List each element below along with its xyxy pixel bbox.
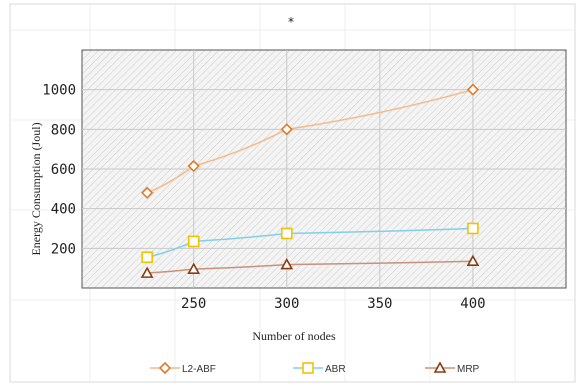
data-point-abr — [280, 227, 293, 240]
x-axis-ticks: 250 300 350 400 — [181, 296, 486, 312]
legend: L2-ABF ABR MRP — [150, 361, 480, 375]
grid-lines — [82, 50, 566, 288]
y-tick-label: 400 — [51, 202, 76, 218]
y-tick-label: 1000 — [42, 83, 76, 99]
data-point-l2-abf — [187, 159, 200, 173]
series-group — [140, 83, 480, 278]
data-point-mrp — [187, 262, 201, 274]
y-axis-ticks: 200 400 600 800 1000 — [42, 83, 76, 258]
y-tick-label: 600 — [51, 162, 76, 178]
series-mrp — [140, 254, 480, 278]
legend-label-mrp: MRP — [457, 364, 480, 375]
legend-label-abr: ABR — [325, 364, 346, 375]
legend-item-l2-abf: L2-ABF — [150, 361, 216, 375]
data-point-l2-abf — [280, 123, 293, 136]
y-tick-label: 200 — [51, 241, 76, 257]
y-axis-label: Energy Consumption (Joul) — [29, 122, 43, 255]
series-l2-abf — [141, 83, 480, 199]
legend-item-mrp: MRP — [425, 361, 480, 375]
legend-marker-l2-abf — [158, 361, 172, 375]
series-line-mrp — [147, 260, 473, 274]
data-point-abr — [467, 222, 479, 235]
x-tick-label: 300 — [274, 296, 299, 312]
series-line-l2-abf — [146, 88, 474, 194]
data-point-mrp — [140, 266, 154, 278]
legend-marker-abr — [302, 362, 314, 374]
data-point-mrp — [466, 254, 480, 267]
y-tick-label: 800 — [51, 122, 76, 138]
series-abr — [141, 222, 479, 264]
data-point-mrp — [280, 257, 294, 270]
x-tick-label: 250 — [181, 296, 206, 312]
x-tick-label: 400 — [460, 296, 485, 312]
data-point-abr — [187, 235, 200, 248]
x-axis-label: Number of nodes — [252, 329, 336, 343]
chart-title: * — [288, 15, 294, 29]
legend-item-abr: ABR — [293, 362, 346, 375]
series-line-abr — [146, 227, 473, 258]
data-point-abr — [141, 251, 153, 264]
x-tick-label: 350 — [367, 296, 392, 312]
legend-label-l2-abf: L2-ABF — [182, 364, 216, 375]
data-point-l2-abf — [466, 83, 480, 96]
legend-marker-mrp — [433, 361, 447, 373]
data-point-l2-abf — [141, 186, 154, 199]
